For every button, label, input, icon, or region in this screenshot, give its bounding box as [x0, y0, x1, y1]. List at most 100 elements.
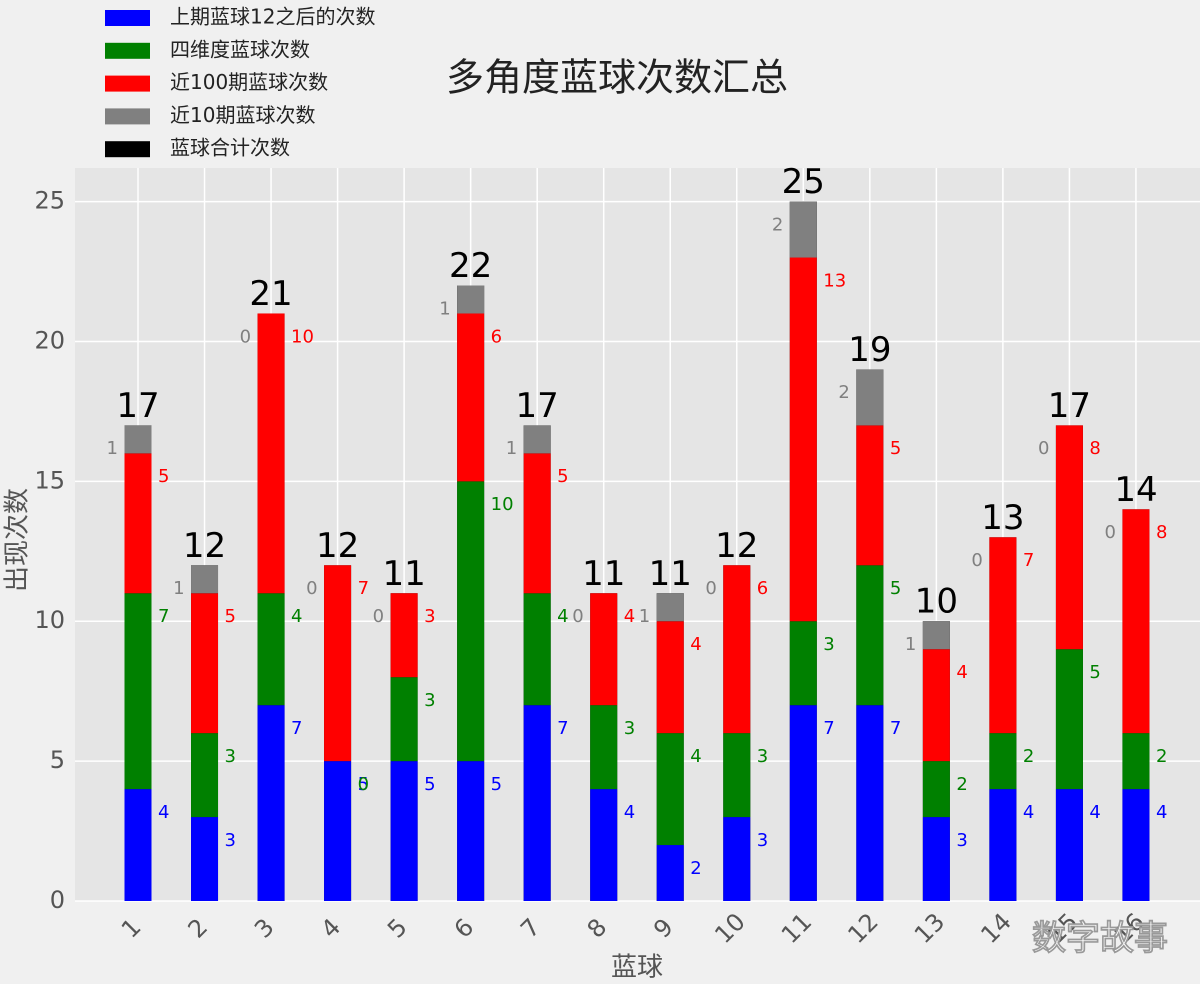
- value-label: 4: [624, 606, 635, 627]
- bar-segment: [590, 789, 618, 901]
- bar-segment: [124, 789, 152, 901]
- x-tick-label: 3: [249, 913, 280, 944]
- bar-segment: [856, 705, 884, 901]
- x-tick-label: 2: [183, 913, 214, 944]
- bar-segment: [922, 649, 950, 762]
- value-label: 13: [823, 270, 846, 291]
- x-axis-label: 蓝球: [611, 953, 663, 983]
- legend-swatch: [105, 108, 150, 125]
- total-label: 11: [382, 554, 425, 594]
- bar-segment: [789, 257, 817, 622]
- value-label: 5: [358, 774, 369, 795]
- y-tick-label: 25: [34, 187, 65, 215]
- bar-segment: [523, 453, 551, 594]
- value-label: 3: [624, 718, 635, 739]
- total-label: 12: [316, 526, 359, 566]
- value-label: 0: [358, 774, 369, 795]
- value-label: 3: [424, 690, 435, 711]
- total-label: 25: [782, 162, 825, 202]
- bar-segment: [390, 761, 418, 901]
- value-label: 0: [1104, 522, 1115, 543]
- value-label: 7: [557, 718, 568, 739]
- x-tick-label: 6: [449, 913, 480, 944]
- value-label: 1: [905, 634, 916, 655]
- total-label: 12: [715, 526, 758, 566]
- bar-segment: [590, 593, 618, 706]
- bar-segment: [523, 425, 551, 454]
- bar-segment: [1055, 425, 1083, 650]
- bar-segment: [989, 789, 1017, 901]
- x-tick-label: 13: [909, 908, 950, 949]
- value-label: 1: [107, 438, 118, 459]
- plot-area: [75, 168, 1200, 901]
- total-label: 11: [582, 554, 625, 594]
- bar-segment: [922, 621, 950, 650]
- value-label: 1: [639, 606, 650, 627]
- value-label: 7: [291, 718, 302, 739]
- bar-segment: [1055, 789, 1083, 901]
- total-label: 22: [449, 246, 492, 286]
- bar-segment: [457, 313, 485, 482]
- value-label: 0: [572, 606, 583, 627]
- bar-segment: [922, 817, 950, 901]
- value-label: 3: [757, 746, 768, 767]
- value-label: 2: [956, 774, 967, 795]
- bar-segment: [523, 593, 551, 706]
- value-label: 2: [772, 214, 783, 235]
- legend-swatch: [105, 75, 150, 92]
- value-label: 5: [491, 774, 502, 795]
- value-label: 2: [1156, 746, 1167, 767]
- value-label: 6: [757, 578, 768, 599]
- value-label: 2: [690, 858, 701, 879]
- total-label: 17: [116, 386, 159, 426]
- value-label: 4: [690, 634, 701, 655]
- bar-segment: [324, 565, 352, 762]
- value-label: 10: [491, 494, 514, 515]
- value-label: 1: [506, 438, 517, 459]
- value-label: 8: [1156, 522, 1167, 543]
- y-tick-label: 15: [34, 466, 65, 494]
- bar-segment: [656, 733, 684, 846]
- bar-segment: [856, 425, 884, 566]
- bar-segment: [124, 593, 152, 790]
- total-label: 19: [848, 330, 891, 370]
- value-label: 10: [291, 326, 314, 347]
- legend-swatch: [105, 141, 150, 158]
- x-tick-label: 12: [842, 908, 883, 949]
- value-label: 0: [1038, 438, 1049, 459]
- value-label: 7: [1023, 550, 1034, 571]
- value-label: 4: [1089, 802, 1100, 823]
- value-label: 3: [225, 830, 236, 851]
- bar-segment: [457, 285, 485, 314]
- bar-segment: [1122, 733, 1150, 790]
- value-label: 4: [624, 802, 635, 823]
- bar-segment: [856, 369, 884, 426]
- x-tick-label: 11: [776, 908, 817, 949]
- total-label: 14: [1114, 470, 1157, 510]
- y-tick-label: 20: [34, 326, 65, 354]
- legend-label: 近100期蓝球次数: [170, 70, 328, 94]
- bar-segment: [257, 705, 285, 901]
- value-label: 4: [1023, 802, 1034, 823]
- total-label: 11: [649, 554, 692, 594]
- bar-segment: [723, 565, 751, 734]
- bar-segment: [124, 453, 152, 594]
- total-label: 13: [981, 498, 1024, 538]
- y-tick-label: 0: [50, 886, 65, 914]
- value-label: 5: [225, 606, 236, 627]
- x-tick-label: 5: [382, 913, 413, 944]
- bar-segment: [257, 593, 285, 706]
- bar-segment: [590, 705, 618, 790]
- y-axis-label: 出现次数: [3, 488, 33, 592]
- bar-segment: [523, 705, 551, 901]
- value-label: 7: [823, 718, 834, 739]
- value-label: 7: [158, 606, 169, 627]
- value-label: 6: [491, 326, 502, 347]
- bar-segment: [191, 733, 219, 818]
- legend-label: 近10期蓝球次数: [170, 103, 315, 127]
- bar-segment: [723, 733, 751, 818]
- bar-segment: [989, 733, 1017, 790]
- bar-segment: [191, 593, 219, 734]
